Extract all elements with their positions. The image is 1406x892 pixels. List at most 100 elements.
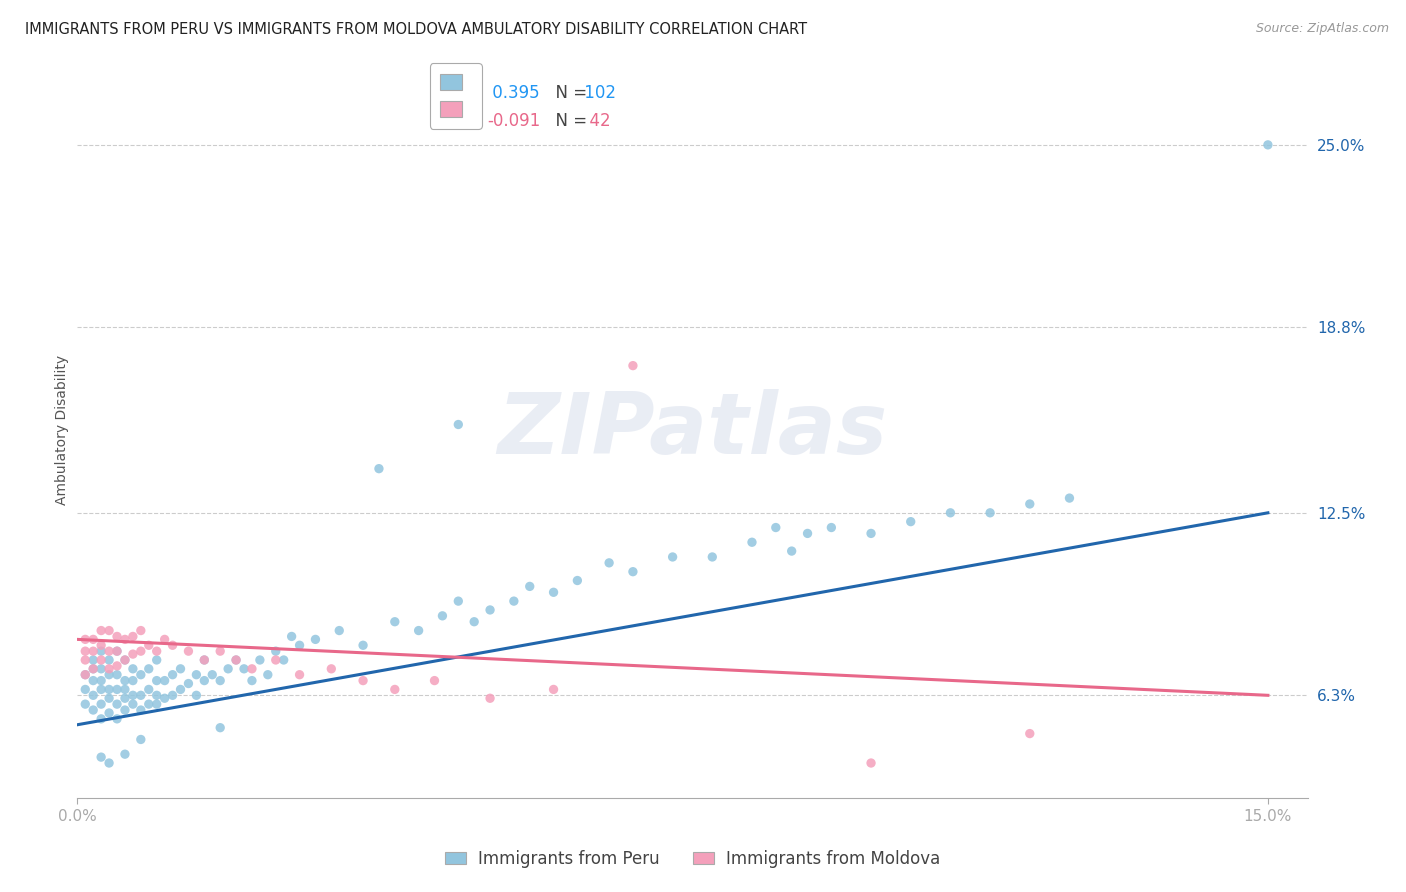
- Point: [939, 506, 962, 520]
- Point: [90, 653, 112, 667]
- Point: [162, 638, 184, 652]
- Point: [98, 691, 121, 706]
- Point: [75, 667, 97, 681]
- Point: [105, 667, 128, 681]
- Point: [352, 673, 374, 688]
- Point: [98, 662, 121, 676]
- Point: [82, 632, 104, 647]
- Text: Source: ZipAtlas.com: Source: ZipAtlas.com: [1256, 22, 1389, 36]
- Point: [288, 638, 311, 652]
- Point: [98, 644, 121, 658]
- Point: [129, 703, 152, 717]
- Point: [368, 461, 391, 475]
- Point: [765, 520, 787, 534]
- Point: [105, 682, 128, 697]
- Point: [273, 653, 295, 667]
- Point: [288, 667, 311, 681]
- Point: [90, 624, 112, 638]
- Point: [138, 662, 160, 676]
- Point: [90, 750, 112, 764]
- Point: [177, 644, 200, 658]
- Text: ZIPatlas: ZIPatlas: [498, 389, 887, 472]
- Text: IMMIGRANTS FROM PERU VS IMMIGRANTS FROM MOLDOVA AMBULATORY DISABILITY CORRELATIO: IMMIGRANTS FROM PERU VS IMMIGRANTS FROM …: [25, 22, 807, 37]
- Point: [75, 682, 97, 697]
- Point: [264, 653, 287, 667]
- Point: [321, 662, 343, 676]
- Point: [1018, 726, 1040, 740]
- Point: [621, 565, 644, 579]
- Point: [75, 632, 97, 647]
- Point: [432, 608, 454, 623]
- Text: 0.395: 0.395: [486, 85, 540, 103]
- Point: [193, 673, 215, 688]
- Point: [82, 703, 104, 717]
- Point: [240, 673, 263, 688]
- Point: [105, 697, 128, 711]
- Point: [129, 644, 152, 658]
- Point: [240, 662, 263, 676]
- Point: [122, 630, 145, 644]
- Point: [82, 673, 104, 688]
- Point: [145, 673, 167, 688]
- Text: R =: R =: [453, 85, 488, 103]
- Point: [90, 682, 112, 697]
- Legend: Immigrants from Peru, Immigrants from Moldova: Immigrants from Peru, Immigrants from Mo…: [437, 843, 948, 875]
- Point: [75, 653, 97, 667]
- Text: -0.091: -0.091: [486, 112, 540, 130]
- Point: [145, 644, 167, 658]
- Point: [1059, 491, 1081, 505]
- Point: [75, 697, 97, 711]
- Point: [780, 544, 803, 558]
- Point: [209, 721, 232, 735]
- Point: [384, 682, 406, 697]
- Point: [860, 526, 883, 541]
- Point: [621, 359, 644, 373]
- Point: [543, 585, 565, 599]
- Point: [328, 624, 350, 638]
- Point: [122, 697, 145, 711]
- Point: [225, 653, 247, 667]
- Point: [90, 712, 112, 726]
- Point: [105, 712, 128, 726]
- Point: [145, 697, 167, 711]
- Point: [82, 644, 104, 658]
- Y-axis label: Ambulatory Disability: Ambulatory Disability: [55, 355, 69, 506]
- Point: [122, 662, 145, 676]
- Point: [661, 549, 683, 564]
- Point: [122, 673, 145, 688]
- Point: [105, 644, 128, 658]
- Point: [114, 747, 136, 762]
- Point: [225, 653, 247, 667]
- Point: [209, 673, 232, 688]
- Point: [479, 603, 502, 617]
- Point: [122, 689, 145, 703]
- Point: [598, 556, 620, 570]
- Point: [352, 638, 374, 652]
- Point: [519, 579, 541, 593]
- Point: [98, 624, 121, 638]
- Point: [122, 647, 145, 661]
- Point: [423, 673, 446, 688]
- Point: [82, 662, 104, 676]
- Point: [186, 667, 208, 681]
- Point: [567, 574, 589, 588]
- Text: N =: N =: [546, 112, 592, 130]
- Point: [114, 653, 136, 667]
- Point: [447, 594, 470, 608]
- Point: [741, 535, 763, 549]
- Point: [201, 667, 224, 681]
- Point: [153, 673, 176, 688]
- Point: [105, 658, 128, 673]
- Point: [264, 644, 287, 658]
- Point: [82, 689, 104, 703]
- Point: [98, 706, 121, 720]
- Point: [233, 662, 256, 676]
- Point: [169, 662, 191, 676]
- Point: [129, 667, 152, 681]
- Point: [193, 653, 215, 667]
- Text: N =: N =: [546, 85, 592, 103]
- Point: [153, 691, 176, 706]
- Point: [900, 515, 922, 529]
- Point: [114, 673, 136, 688]
- Text: R =: R =: [453, 112, 488, 130]
